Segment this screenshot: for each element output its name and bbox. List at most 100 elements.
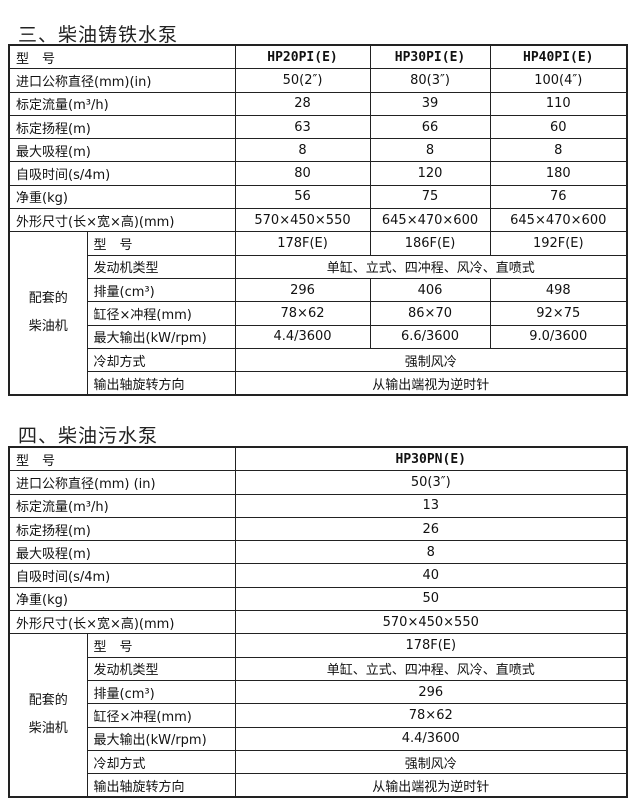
engine-row-value: 406 — [369, 277, 491, 303]
row-value: 50(3″) — [234, 470, 628, 495]
row-value: 8 — [489, 138, 628, 163]
model-header-label: 型 号 — [8, 446, 236, 472]
engine-row-label: 型 号 — [86, 633, 236, 658]
row-value: 66 — [369, 114, 491, 140]
engine-row-value: 单缸、立式、四冲程、风冷、直喷式 — [234, 656, 628, 681]
engine-row-label: 冷却方式 — [86, 347, 236, 373]
engine-row-value: 强制风冷 — [234, 749, 628, 775]
row-value: 120 — [369, 161, 491, 186]
header-row: 型 号 HP20PI(E) HP30PI(E) HP40PI(E) — [8, 44, 628, 70]
group-label-line2: 柴油机 — [28, 721, 68, 737]
row-label: 标定流量(m³/h) — [8, 91, 236, 116]
model-name: HP30PI(E) — [369, 44, 491, 70]
engine-row: 冷却方式 强制风冷 — [9, 347, 628, 373]
row-value: 28 — [234, 91, 371, 116]
engine-row: 排量(cm³) 296 — [9, 679, 628, 705]
sewage-pump-spec-table: 型 号 HP30PN(E) 进口公称直径(mm) (in) 50(3″) 标定流量(m³… — [8, 446, 629, 799]
row-value: 180 — [489, 161, 628, 186]
row-value: 26 — [234, 516, 628, 542]
engine-row: 最大输出(kW/rpm) 4.4/3600 — [9, 726, 628, 751]
row-label: 标定流量(m³/h) — [8, 493, 236, 518]
row-label: 最大吸程(m) — [8, 540, 236, 565]
engine-row-label: 输出轴旋转方向 — [86, 371, 236, 396]
row-value: 110 — [489, 91, 628, 116]
table-row: 净重(kg) 50 — [8, 586, 628, 612]
header-row: 型 号 HP30PN(E) — [8, 446, 628, 472]
section3-title: 三、柴油铸铁水泵 — [18, 24, 179, 46]
row-label: 自吸时间(s/4m) — [8, 161, 236, 186]
engine-row-value: 强制风冷 — [234, 347, 628, 373]
engine-row-label: 最大输出(kW/rpm) — [86, 726, 236, 751]
engine-row-value: 498 — [489, 277, 628, 303]
row-value: 40 — [234, 563, 628, 588]
engine-row: 缸径×冲程(mm) 78×62 — [9, 703, 628, 728]
row-value: 645×470×600 — [369, 208, 491, 233]
engine-row-value: 296 — [234, 277, 371, 303]
table-row: 最大吸程(m) 8 — [8, 540, 628, 565]
row-value: 80 — [234, 161, 371, 186]
table-row: 自吸时间(s/4m) 40 — [8, 563, 628, 588]
engine-row-value: 从输出端视为逆时针 — [234, 371, 628, 396]
engine-row-value: 192F(E) — [489, 231, 628, 256]
row-value: 60 — [489, 114, 628, 140]
engine-row: 输出轴旋转方向 从输出端视为逆时针 — [9, 773, 628, 798]
engine-row: 缸径×冲程(mm) 78×62 86×70 92×75 — [9, 301, 628, 326]
row-value: 570×450×550 — [234, 610, 628, 635]
engine-row-value: 4.4/3600 — [234, 324, 371, 349]
cast-iron-pump-spec-table: 型 号 HP20PI(E) HP30PI(E) HP40PI(E) 进口公称直径(mm)… — [8, 44, 629, 397]
model-name: HP20PI(E) — [234, 44, 371, 70]
engine-row-label: 输出轴旋转方向 — [86, 773, 236, 798]
engine-row-value: 单缸、立式、四冲程、风冷、直喷式 — [234, 254, 628, 279]
engine-row-label: 冷却方式 — [86, 749, 236, 775]
table-row: 标定扬程(m) 26 — [8, 516, 628, 542]
row-value: 645×470×600 — [489, 208, 628, 233]
engine-row-value: 9.0/3600 — [489, 324, 628, 349]
row-label: 净重(kg) — [8, 184, 236, 210]
table-row: 标定流量(m³/h) 13 — [8, 493, 628, 518]
table-row: 标定扬程(m) 63 66 60 — [8, 114, 628, 140]
engine-row-label: 缸径×冲程(mm) — [86, 703, 236, 728]
engine-row-value: 92×75 — [489, 301, 628, 326]
row-label: 进口公称直径(mm)(in) — [8, 68, 236, 93]
row-value: 50(2″) — [234, 68, 371, 93]
engine-group-label: 配套的 柴油机 — [8, 231, 88, 396]
engine-row: 排量(cm³) 296 406 498 — [9, 277, 628, 303]
row-value: 8 — [234, 138, 371, 163]
engine-row-label: 发动机类型 — [86, 656, 236, 681]
engine-row-value: 86×70 — [369, 301, 491, 326]
row-label: 进口公称直径(mm) (in) — [8, 470, 236, 495]
table-row: 净重(kg) 56 75 76 — [8, 184, 628, 210]
group-label-line1: 配套的 — [28, 693, 68, 709]
table-row: 自吸时间(s/4m) 80 120 180 — [8, 161, 628, 186]
table-row: 进口公称直径(mm)(in) 50(2″) 80(3″) 100(4″) — [8, 68, 628, 93]
engine-row-value: 296 — [234, 679, 628, 705]
row-value: 570×450×550 — [234, 208, 371, 233]
row-value: 39 — [369, 91, 491, 116]
table-row: 标定流量(m³/h) 28 39 110 — [8, 91, 628, 116]
model-name: HP30PN(E) — [234, 446, 628, 472]
group-label-line2: 柴油机 — [28, 319, 68, 335]
row-label: 外形尺寸(长×宽×高)(mm) — [8, 208, 236, 233]
table-row: 进口公称直径(mm) (in) 50(3″) — [8, 470, 628, 495]
row-value: 8 — [234, 540, 628, 565]
engine-row-value: 178F(E) — [234, 633, 628, 658]
engine-row-value: 186F(E) — [369, 231, 491, 256]
row-label: 标定扬程(m) — [8, 114, 236, 140]
row-value: 8 — [369, 138, 491, 163]
engine-row: 发动机类型 单缸、立式、四冲程、风冷、直喷式 — [9, 254, 628, 279]
row-label: 自吸时间(s/4m) — [8, 563, 236, 588]
engine-row-label: 发动机类型 — [86, 254, 236, 279]
row-label: 最大吸程(m) — [8, 138, 236, 163]
engine-row-value: 78×62 — [234, 703, 628, 728]
engine-row-label: 缸径×冲程(mm) — [86, 301, 236, 326]
row-value: 56 — [234, 184, 371, 210]
engine-row: 输出轴旋转方向 从输出端视为逆时针 — [9, 371, 628, 396]
row-value: 50 — [234, 586, 628, 612]
row-label: 净重(kg) — [8, 586, 236, 612]
row-value: 100(4″) — [489, 68, 628, 93]
engine-row-label: 型 号 — [86, 231, 236, 256]
engine-row-label: 最大输出(kW/rpm) — [86, 324, 236, 349]
table-row: 外形尺寸(长×宽×高)(mm) 570×450×550 — [8, 610, 628, 635]
engine-row-value: 6.6/3600 — [369, 324, 491, 349]
engine-row: 配套的柴油机 型 号 178F(E) — [8, 633, 628, 798]
